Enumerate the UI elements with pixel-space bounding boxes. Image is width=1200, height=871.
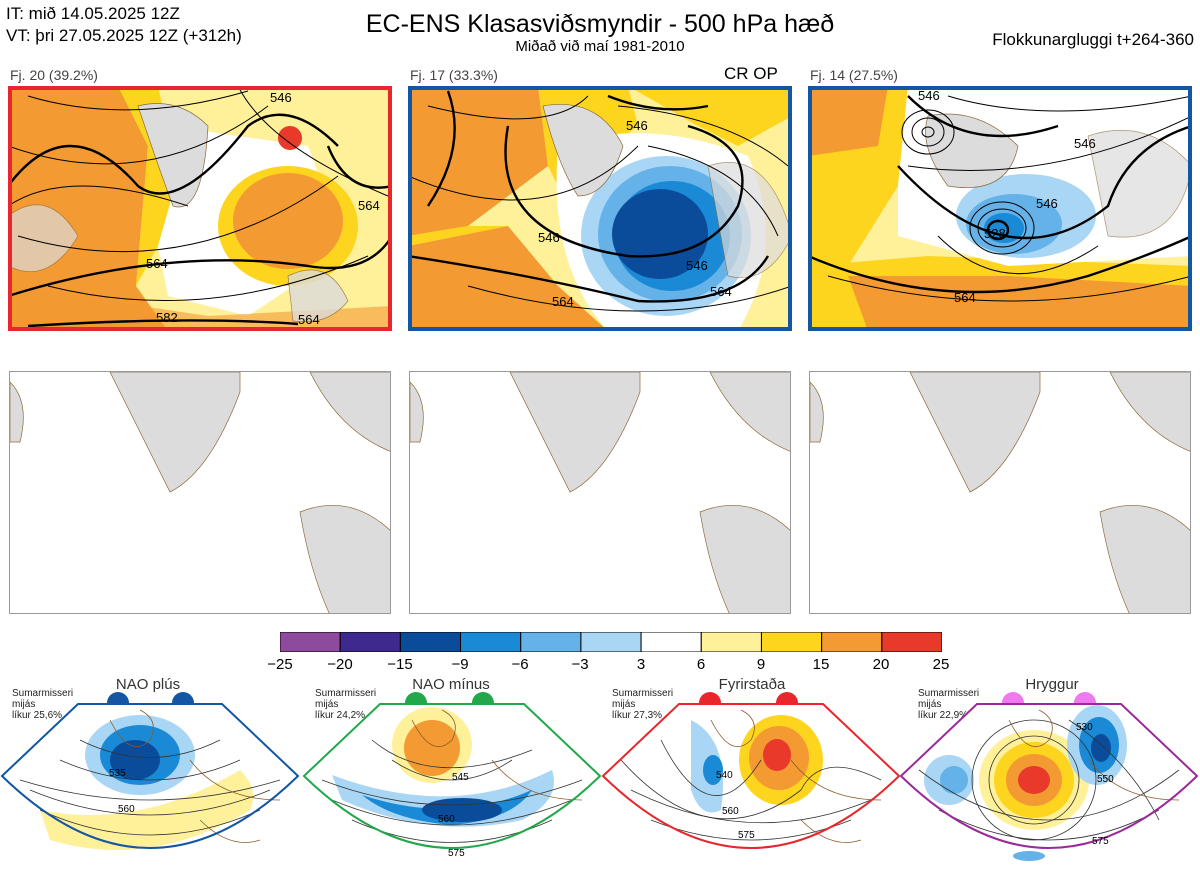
colorbar-tick-label: 20	[872, 656, 890, 673]
blank-map-2[interactable]	[409, 371, 791, 614]
regime-contour-label: 545	[452, 772, 469, 783]
colorbar-swatch	[760, 631, 823, 653]
regime-contour-label: 560	[118, 804, 135, 815]
contour-label: 546	[1036, 196, 1058, 211]
regime-info-ridge: Sumarmisseri mijás líkur 22,9%	[918, 688, 980, 721]
regime-title-nao-plus: NAO plús	[115, 676, 181, 693]
page-subtitle: Miðað við maí 1981-2010	[515, 38, 685, 55]
colorbar-swatch	[520, 631, 582, 653]
regime-title-blocking: Fyrirstaða	[718, 676, 786, 693]
cluster-map-3[interactable]: 546 546 528 564 546	[808, 86, 1192, 331]
colorbar-swatch	[339, 631, 401, 653]
colorbar-swatch	[700, 631, 762, 653]
colorbar-tick-label: −15	[387, 656, 413, 673]
cluster-1-label: Fj. 20 (39.2%)	[10, 67, 98, 83]
colorbar-tick-label: 15	[812, 656, 830, 673]
contour-label: 564	[954, 290, 976, 305]
cluster-map-2[interactable]: 546 546 546 564 564	[408, 86, 792, 331]
contour-label: 546	[1074, 136, 1096, 151]
colorbar-swatch	[279, 631, 341, 653]
regime-map-nao-minus[interactable]	[302, 700, 602, 870]
colorbar-tick-label: −3	[571, 656, 589, 673]
colorbar-swatch	[640, 631, 702, 653]
colorbar-swatch	[399, 631, 462, 653]
colorbar-tick-label: −9	[451, 656, 469, 673]
regime-contour-label: 560	[722, 806, 739, 817]
cr-op-marker: CR OP	[724, 64, 778, 83]
contour-label: 564	[146, 256, 168, 271]
contour-label: 564	[552, 294, 574, 309]
regime-contour-label: 560	[438, 814, 455, 825]
initial-time: IT: mið 14.05.2025 12Z	[6, 4, 180, 23]
colorbar-swatch	[580, 631, 642, 653]
regime-info-nao-plus: Sumarmisseri mijás líkur 25,6%	[12, 688, 74, 721]
cluster-map-1[interactable]: 546 564 582 564 564	[8, 86, 392, 331]
colorbar-swatch	[881, 631, 943, 653]
regime-contour-label: 535	[109, 768, 126, 779]
regime-map-ridge[interactable]	[899, 700, 1199, 870]
contour-label: 564	[298, 312, 320, 327]
contour-label: 546	[626, 118, 648, 133]
regime-info-nao-minus: Sumarmisseri mijás líkur 24,2%	[315, 688, 377, 721]
regime-map-nao-plus[interactable]	[0, 700, 300, 870]
blank-map-3[interactable]	[809, 371, 1191, 614]
colorbar-tick-label: 25	[932, 656, 950, 673]
colorbar-tick-label: 3	[636, 656, 646, 673]
contour-label: 546	[270, 90, 292, 105]
classification-window: Flokkunargluggi t+264-360	[992, 30, 1194, 49]
page-title: EC-ENS Klasasviðsmyndir - 500 hPa hæð	[365, 10, 835, 38]
regime-info-blocking: Sumarmisseri mijás líkur 27,3%	[612, 688, 674, 721]
cluster-3-label: Fj. 14 (27.5%)	[810, 67, 898, 83]
regime-contour-label: 530	[1076, 722, 1093, 733]
contour-label: 546	[686, 258, 708, 273]
contour-label: 582	[156, 310, 178, 325]
regime-title-ridge: Hryggur	[1025, 676, 1079, 693]
colorbar-tick-label: 6	[696, 656, 706, 673]
regime-title-nao-minus: NAO mínus	[412, 676, 490, 693]
regime-row: NAO plús Sumarmisseri mijás líkur 25,6% 53…	[0, 672, 1200, 871]
contour-label: 546	[538, 230, 560, 245]
regime-contour-label: 575	[448, 848, 465, 859]
colorbar-tick-label: −20	[327, 656, 353, 673]
regime-contour-label: 575	[1092, 836, 1109, 847]
cluster-2-label: Fj. 17 (33.3%)	[410, 67, 498, 83]
regime-contour-label: 575	[738, 830, 755, 841]
contour-label: 564	[710, 284, 732, 299]
contour-label: 564	[358, 198, 380, 213]
blank-map-1[interactable]	[9, 371, 391, 614]
colorbar-swatch	[460, 631, 522, 653]
regime-contour-label: 550	[1097, 774, 1114, 785]
valid-time: VT: þri 27.05.2025 12Z (+312h)	[6, 26, 242, 45]
contour-label: 546	[918, 88, 940, 103]
regime-contour-label: 540	[716, 770, 733, 781]
colorbar-tick-label: 9	[756, 656, 766, 673]
header-info: IT: mið 14.05.2025 12Z VT: þri 27.05.202…	[6, 3, 242, 47]
colorbar-tick-label: −6	[511, 656, 529, 673]
colorbar	[279, 631, 943, 653]
colorbar-tick-label: −25	[267, 656, 293, 673]
colorbar-swatch	[821, 631, 883, 653]
contour-label: 528	[984, 226, 1006, 241]
regime-map-blocking[interactable]	[601, 700, 901, 870]
